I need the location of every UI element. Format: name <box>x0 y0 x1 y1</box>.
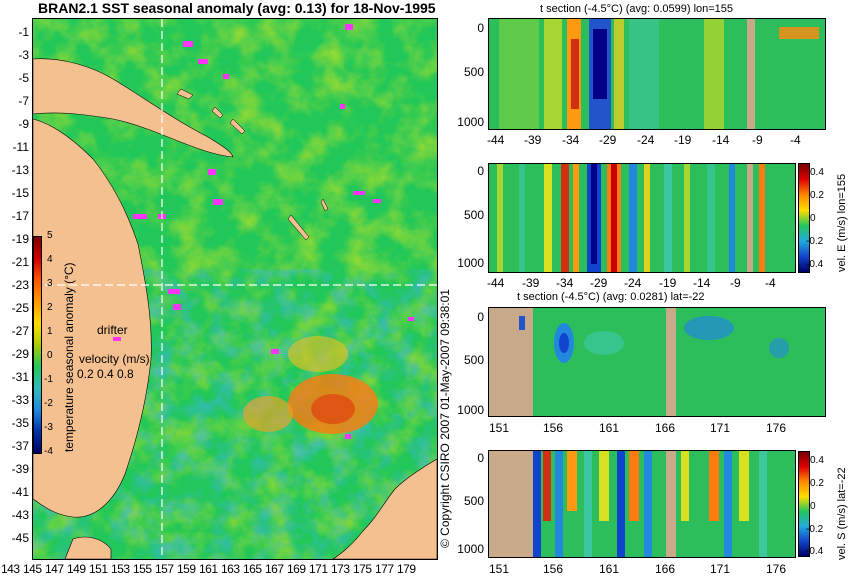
australia-landmass <box>33 118 152 518</box>
map-lon-ticks: 143 145 147 149 151 153 155 157 159 161 … <box>1 562 416 576</box>
panel1-t-section-lon155 <box>488 18 826 130</box>
velocity-scale: 0.2 0.4 0.8 <box>77 367 134 381</box>
panel2-colorbar-label: vel. E (m/s) lon=155 <box>836 173 848 272</box>
panel2-vel-e-section <box>488 163 796 273</box>
drifter-label: drifter <box>97 323 128 337</box>
drifter-markers <box>113 24 414 439</box>
panel3-xticks: 151 156 161 166 171 176 <box>489 421 787 435</box>
panel4-colorbar <box>798 451 810 557</box>
tasmania-landmass <box>64 536 112 559</box>
new-zealand-landmass <box>332 458 437 559</box>
new-guinea-landmass <box>33 58 234 158</box>
panel4-colorbar-label: vel. S (m/s) lat=-22 <box>836 467 848 560</box>
sst-map-svg <box>33 19 437 559</box>
map-colorbar <box>33 236 42 454</box>
panel2-colorbar <box>798 163 810 273</box>
panel1-xticks: -44 -39 -34 -29 -24 -19 -14 -9 -4 <box>487 133 801 147</box>
panel2-xticks: -44 -39 -34 -29 -24 -19 -14 -9 -4 <box>487 276 776 290</box>
sst-map <box>32 18 438 560</box>
copyright-text: © Copyright CSIRO 2007 01-May-2007 09:38… <box>438 289 452 548</box>
panel4-xticks: 151 156 161 166 171 176 <box>489 562 787 576</box>
map-title: BRAN2.1 SST seasonal anomaly (avg: 0.13)… <box>38 0 436 16</box>
panel3-t-section-lat-22 <box>488 307 826 417</box>
panel3-title: t section (-4.5°C) (avg: 0.0281) lat=-22 <box>517 291 705 303</box>
panel4-vel-s-section <box>488 450 796 558</box>
velocity-label: velocity (m/s) <box>79 352 150 366</box>
panel1-title: t section (-4.5°C) (avg: 0.0599) lon=155 <box>540 3 734 15</box>
